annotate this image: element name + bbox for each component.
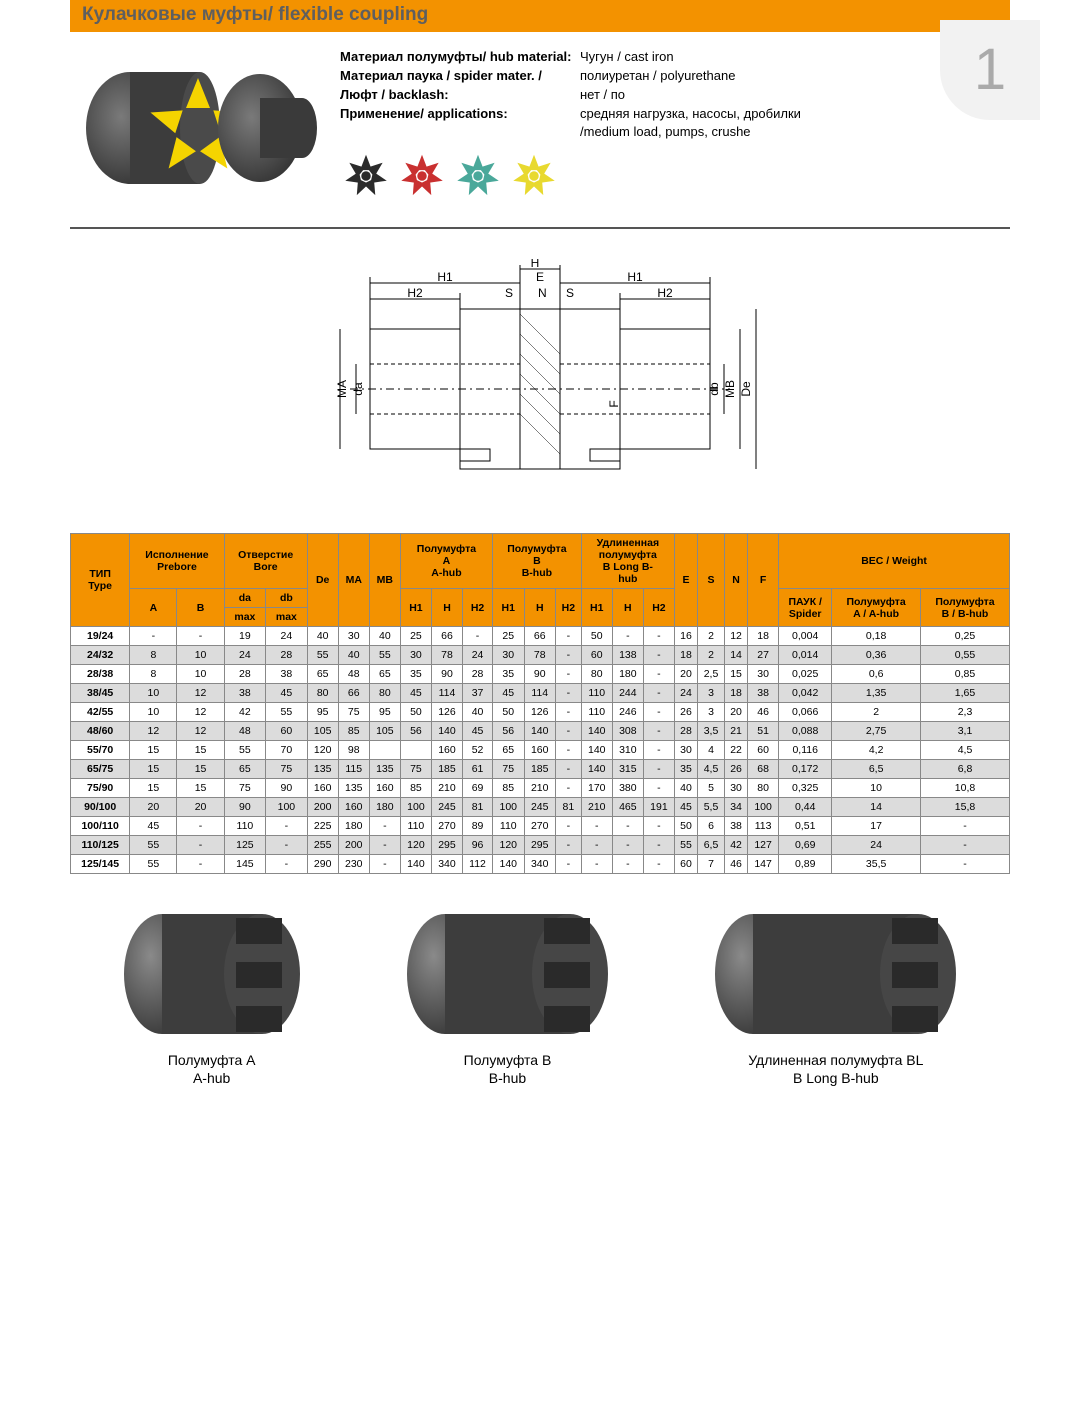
svg-text:H2: H2 xyxy=(407,286,423,300)
spider-icon xyxy=(340,150,392,207)
svg-text:MA: MA xyxy=(335,380,349,398)
spec-list: Материал полумуфты/ hub material:Чугун /… xyxy=(340,48,1010,142)
coupling-illustration xyxy=(70,48,320,198)
spider-variants xyxy=(340,150,1010,207)
svg-text:H1: H1 xyxy=(437,270,453,284)
page-number-badge: 1 xyxy=(940,20,1040,120)
spider-icon xyxy=(452,150,504,207)
svg-text:H1: H1 xyxy=(627,270,643,284)
svg-text:S: S xyxy=(505,286,513,300)
svg-text:H: H xyxy=(531,259,540,270)
spider-icon xyxy=(396,150,448,207)
spec-table: ТИПTypeИсполнениеPreboreОтверстиеBoreDеM… xyxy=(70,533,1010,874)
hub-type-item: Полумуфта BB-hub xyxy=(405,904,610,1087)
svg-text:db: db xyxy=(707,382,721,396)
hub-type-item: Полумуфта AA-hub xyxy=(122,904,302,1087)
svg-text:E: E xyxy=(536,270,544,284)
svg-text:F: F xyxy=(607,401,621,408)
technical-diagram: H H1 H1 H2 H2 S E N S MA da F db xyxy=(70,259,1010,509)
svg-text:da: da xyxy=(351,382,365,396)
svg-text:MB: MB xyxy=(723,380,737,398)
svg-text:N: N xyxy=(538,286,547,300)
svg-text:H2: H2 xyxy=(657,286,673,300)
page-title: Кулачковые муфты/ flexible coupling xyxy=(70,0,1010,32)
section-divider xyxy=(70,227,1010,229)
svg-text:S: S xyxy=(566,286,574,300)
hub-types: Полумуфта AA-hub Полумуфта BB-hub Удлинeнн… xyxy=(70,904,1010,1087)
svg-text:De: De xyxy=(739,381,753,397)
spider-icon xyxy=(508,150,560,207)
hub-type-item: Удлинeнная полумуфта BLB Long B-hub xyxy=(713,904,958,1087)
